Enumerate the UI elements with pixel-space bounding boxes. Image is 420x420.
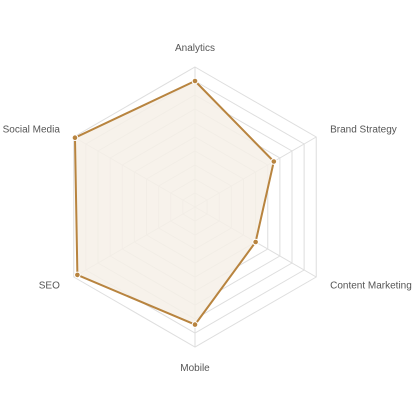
data-point-brand-strategy — [270, 158, 278, 165]
data-point-mobile — [191, 321, 199, 328]
series-area-0 — [73, 80, 275, 326]
axis-label-social-media: Social Media — [3, 125, 61, 136]
axis-label-brand-strategy: Brand Strategy — [330, 125, 397, 136]
axis-label-seo: SEO — [39, 281, 60, 292]
axis-label-content-marketing: Content Marketing — [330, 281, 412, 292]
axis-label-mobile: Mobile — [180, 363, 210, 374]
axis-label-analytics: Analytics — [175, 43, 215, 54]
data-point-content-marketing — [252, 238, 259, 246]
radar-series — [71, 77, 278, 328]
data-point-social-media — [71, 134, 79, 141]
data-point-analytics — [191, 77, 199, 85]
data-point-seo — [74, 271, 81, 279]
axis-labels: Analytics Brand Strategy Content Marketi… — [3, 43, 412, 374]
